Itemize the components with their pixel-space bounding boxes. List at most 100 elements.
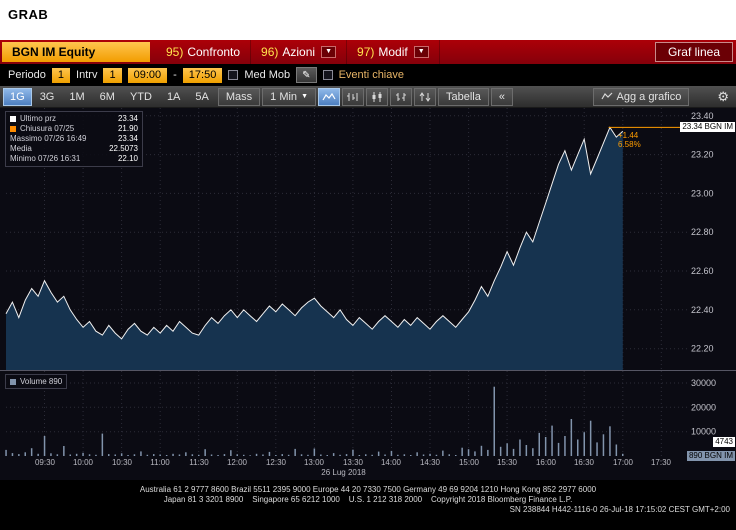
time-from-input[interactable]: 09:00 bbox=[127, 67, 168, 83]
price-axis-label: 23.40 bbox=[691, 111, 714, 121]
chart-area: 23.40 23.20 23.00 22.80 22.60 22.40 22.20 3000… bbox=[0, 108, 736, 480]
volume-bar bbox=[300, 454, 303, 456]
volume-bar bbox=[422, 454, 425, 456]
volume-bar bbox=[262, 454, 264, 456]
volume-bar bbox=[43, 436, 46, 456]
time-to-input[interactable]: 17:50 bbox=[182, 67, 223, 83]
volume-bar bbox=[352, 449, 354, 456]
intrv-input[interactable]: 1 bbox=[103, 67, 122, 83]
tab-1a[interactable]: 1A bbox=[160, 88, 187, 106]
volume-bar bbox=[467, 449, 470, 456]
volume-bar bbox=[114, 454, 116, 456]
time-axis-label: 16:30 bbox=[573, 458, 595, 467]
volume-bar bbox=[204, 449, 206, 456]
tab-3g[interactable]: 3G bbox=[33, 88, 62, 106]
volume-bar bbox=[596, 442, 598, 456]
time-axis-label: 14:00 bbox=[380, 458, 402, 467]
volume-bar bbox=[30, 448, 33, 456]
time-axis-label: 12:00 bbox=[226, 458, 248, 467]
price-axis-label: 22.60 bbox=[691, 266, 714, 276]
periodo-input[interactable]: 1 bbox=[51, 67, 71, 83]
up-down-arrows-icon[interactable] bbox=[414, 87, 436, 106]
volume-bar bbox=[602, 434, 605, 456]
time-axis-label: 13:30 bbox=[342, 458, 364, 467]
volume-bar bbox=[146, 454, 149, 456]
ohlc-chart-icon[interactable] bbox=[390, 87, 412, 106]
range-tabs: 1G 3G 1M 6M YTD 1A 5A bbox=[3, 87, 216, 106]
volume-bar bbox=[487, 449, 489, 456]
menu-item-confronto[interactable]: 95) Confronto bbox=[156, 40, 252, 64]
line-chart-icon[interactable] bbox=[318, 87, 340, 106]
pencil-icon[interactable]: ✎ bbox=[296, 67, 317, 83]
candlestick-chart-icon[interactable] bbox=[366, 87, 388, 106]
volume-bar bbox=[339, 454, 341, 456]
volume-bar bbox=[236, 454, 238, 456]
volume-bar bbox=[88, 454, 91, 456]
periodo-label: Periodo bbox=[8, 69, 46, 81]
price-axis-label: 22.40 bbox=[691, 305, 714, 315]
price-legend: Ultimo prz 23.34 Chiusura 07/25 21.90 Massim… bbox=[5, 111, 143, 167]
bar-chart-icon[interactable] bbox=[342, 87, 364, 106]
volume-bar bbox=[69, 454, 71, 456]
volume-chart[interactable]: 30000 20000 10000 bbox=[0, 370, 736, 456]
volume-bar bbox=[557, 442, 560, 456]
tab-6m[interactable]: 6M bbox=[93, 88, 122, 106]
price-chart[interactable]: 23.40 23.20 23.00 22.80 22.60 22.40 22.20 bbox=[0, 108, 736, 370]
volume-bar bbox=[448, 454, 450, 456]
menu-item-modif[interactable]: 97) Modif ▼ bbox=[347, 40, 440, 64]
volume-bar bbox=[133, 454, 136, 456]
volume-bar bbox=[24, 452, 26, 456]
date-label: 26 Lug 2018 bbox=[321, 468, 366, 477]
collapse-button[interactable]: « bbox=[490, 87, 513, 106]
volume-bar bbox=[615, 444, 618, 456]
time-axis-label: 14:30 bbox=[419, 458, 441, 467]
chevron-down-icon[interactable]: ▼ bbox=[413, 46, 429, 58]
security-field[interactable]: BGN IM Equity bbox=[2, 42, 150, 62]
volume-bar bbox=[243, 454, 245, 456]
volume-bar bbox=[127, 455, 129, 456]
volume-bar bbox=[101, 433, 104, 456]
volume-bar bbox=[185, 452, 187, 456]
volume-bar bbox=[191, 454, 194, 456]
menu-item-azioni[interactable]: 96) Azioni ▼ bbox=[251, 40, 348, 64]
price-line bbox=[5, 126, 624, 340]
mass-button[interactable]: Mass bbox=[217, 87, 261, 106]
volume-bar bbox=[532, 448, 534, 456]
volume-bar bbox=[525, 445, 528, 456]
med-mob-checkbox[interactable] bbox=[228, 70, 239, 80]
tab-1m[interactable]: 1M bbox=[62, 88, 91, 106]
volume-bar bbox=[577, 439, 579, 456]
agg-a-grafico-button[interactable]: Agg a grafico bbox=[592, 87, 690, 106]
volume-bar bbox=[307, 454, 309, 456]
volume-bar bbox=[609, 426, 611, 456]
tabella-button[interactable]: Tabella bbox=[438, 87, 489, 106]
tab-5a[interactable]: 5A bbox=[188, 88, 215, 106]
view-mode-button[interactable]: Graf linea bbox=[654, 42, 733, 62]
eventi-chiave-checkbox[interactable] bbox=[322, 70, 333, 80]
settings-gear-icon[interactable]: ⚙ bbox=[717, 88, 729, 104]
tab-ytd[interactable]: YTD bbox=[123, 88, 159, 106]
menu-bar: 95) Confronto 96) Azioni ▼ 97) Modif ▼ bbox=[156, 40, 440, 64]
volume-bar bbox=[480, 445, 483, 456]
page-title: GRAB bbox=[8, 7, 49, 22]
volume-bar bbox=[95, 454, 97, 456]
time-axis-label: 16:00 bbox=[535, 458, 557, 467]
volume-bar bbox=[178, 454, 181, 456]
volume-bar bbox=[326, 455, 328, 456]
chevron-down-icon[interactable]: ▼ bbox=[321, 46, 337, 58]
footer-line2: Japan 81 3 3201 8900 Singapore 65 6212 1… bbox=[163, 495, 573, 504]
time-axis-label: 11:30 bbox=[189, 458, 209, 467]
time-axis-label: 17:30 bbox=[650, 458, 672, 467]
volume-bar bbox=[82, 452, 84, 456]
volume-last-badge: 890 BGN IM bbox=[686, 451, 735, 461]
volume-bar bbox=[255, 453, 258, 456]
volume-avg-badge: 4743 bbox=[713, 437, 735, 447]
volume-swatch bbox=[10, 378, 16, 385]
volume-bar bbox=[217, 455, 219, 456]
volume-bar bbox=[519, 439, 521, 456]
interval-dropdown[interactable]: 1 Min ▼ bbox=[262, 87, 316, 106]
time-axis-label: 13:00 bbox=[303, 458, 325, 467]
agg-a-grafico-label: Agg a grafico bbox=[616, 90, 682, 103]
tab-1g[interactable]: 1G bbox=[3, 87, 32, 106]
volume-bar bbox=[397, 454, 399, 456]
